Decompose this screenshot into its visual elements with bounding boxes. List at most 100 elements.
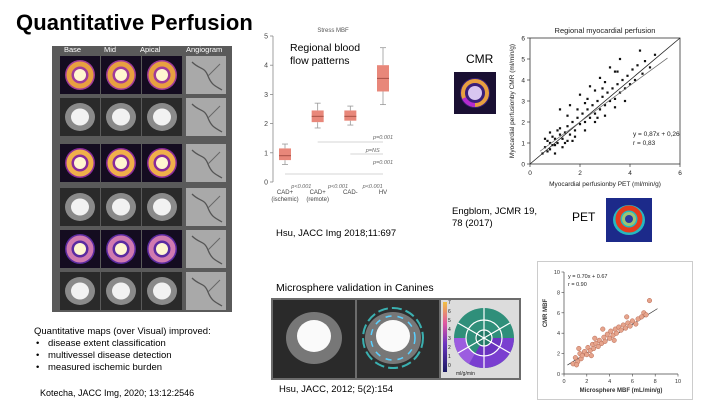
data-point bbox=[593, 89, 597, 92]
perfusion-map-image bbox=[142, 56, 182, 94]
colorbar-tick-label: 5 bbox=[448, 318, 451, 324]
regression-line bbox=[539, 57, 668, 152]
data-point bbox=[626, 74, 629, 77]
data-point bbox=[558, 127, 562, 130]
data-point bbox=[548, 141, 552, 145]
x-tick-label: 0 bbox=[562, 379, 565, 385]
data-point bbox=[643, 312, 649, 318]
data-point bbox=[571, 120, 574, 124]
data-point bbox=[586, 97, 589, 100]
data-point bbox=[603, 114, 607, 117]
data-point bbox=[566, 139, 569, 142]
stress-mbf-boxplot: Stress MBF012345CAD+(ischemic)CAD+(remot… bbox=[264, 28, 393, 203]
data-point bbox=[608, 66, 612, 69]
data-point bbox=[601, 87, 604, 90]
row-label-unobstructed: Unobstructed coronaries bbox=[20, 38, 29, 128]
data-point bbox=[613, 330, 619, 336]
x-tick-label: (ischemic) bbox=[271, 197, 298, 203]
data-point bbox=[608, 99, 612, 103]
x-tick-label: CAD+ bbox=[310, 190, 327, 196]
data-point bbox=[583, 102, 587, 105]
pvalue-label: p=0.001 bbox=[372, 160, 393, 166]
pvalue-label: p<0.001 bbox=[327, 184, 348, 190]
y-tick-label: 4 bbox=[557, 331, 560, 337]
x-axis-label: Microsphere MBF (mL/min/g) bbox=[580, 388, 663, 394]
lge-mri-image bbox=[142, 98, 182, 136]
angiogram-image bbox=[186, 230, 226, 268]
x-tick-label: 4 bbox=[608, 379, 611, 385]
box bbox=[344, 110, 357, 121]
angiogram-image bbox=[186, 56, 226, 94]
x-tick-label: 2 bbox=[578, 170, 582, 177]
column-header-base: Base bbox=[64, 45, 82, 54]
y-tick-label: 0 bbox=[521, 161, 525, 168]
data-point bbox=[556, 129, 559, 132]
colorbar-tick-label: 6 bbox=[448, 309, 451, 315]
identity-line bbox=[529, 37, 681, 165]
data-point bbox=[578, 93, 582, 96]
data-point bbox=[563, 131, 567, 134]
pet-label: PET bbox=[572, 210, 596, 224]
data-point bbox=[593, 112, 597, 115]
row-label-three-vessel: Three vessel disease bbox=[32, 230, 41, 306]
x-tick-label: 8 bbox=[654, 379, 657, 385]
y-tick-label: 5 bbox=[264, 34, 268, 41]
data-point bbox=[546, 139, 549, 142]
y-tick-label: 4 bbox=[521, 77, 525, 84]
row-label-single-vessel: Single vessel disease bbox=[32, 140, 41, 218]
perfusion-map-image bbox=[60, 144, 100, 182]
data-point bbox=[601, 95, 604, 98]
data-point bbox=[603, 81, 607, 84]
y-tick-label: 2 bbox=[264, 121, 268, 128]
angiogram-image bbox=[186, 272, 226, 310]
scatter-title: Regional myocardial perfusion bbox=[555, 26, 656, 35]
data-point bbox=[584, 352, 590, 358]
data-point bbox=[561, 137, 564, 140]
y-tick-label: 2 bbox=[521, 119, 525, 126]
data-point bbox=[571, 139, 574, 142]
data-point bbox=[573, 362, 580, 368]
kotecha-citation: Kotecha, JACC Img, 2020; 13:12:2546 bbox=[40, 388, 195, 398]
y-tick-label: 1 bbox=[264, 150, 268, 157]
data-point bbox=[568, 104, 572, 107]
microsphere-images bbox=[271, 298, 521, 380]
x-tick-label: 10 bbox=[675, 379, 681, 385]
column-header-mid: Mid bbox=[104, 45, 117, 54]
y-tick-label: 3 bbox=[521, 98, 525, 105]
hsu-2012-citation: Hsu, JACC, 2012; 5(2):154 bbox=[279, 384, 394, 395]
maps-heading: Quantitative maps (over Visual) improved… bbox=[34, 326, 211, 337]
y-tick-label: 10 bbox=[554, 270, 560, 276]
boxplot-annotation: Regional blood flow patterns bbox=[290, 42, 361, 67]
data-point bbox=[611, 87, 614, 90]
data-point bbox=[553, 137, 557, 140]
cmr-label: CMR bbox=[466, 52, 494, 66]
box bbox=[279, 148, 291, 161]
data-point bbox=[611, 337, 617, 343]
data-point bbox=[600, 326, 606, 332]
data-point bbox=[631, 68, 634, 71]
perfusion-map-image bbox=[101, 230, 141, 268]
data-point bbox=[546, 150, 549, 153]
x-tick-label: 4 bbox=[628, 170, 632, 177]
colorbar-tick-label: 7 bbox=[448, 300, 451, 306]
regression-equation: y = 0.70x + 0.67 bbox=[568, 274, 607, 280]
data-point bbox=[608, 328, 614, 334]
colorbar-unit: ml/g/min bbox=[456, 371, 475, 377]
data-point bbox=[646, 298, 653, 304]
list-item: multivessel disease detection bbox=[36, 350, 274, 362]
data-point bbox=[618, 327, 624, 333]
data-point bbox=[623, 99, 627, 103]
data-point bbox=[633, 321, 639, 327]
data-point bbox=[629, 318, 635, 324]
pet-perfusion-image bbox=[606, 198, 652, 242]
data-point bbox=[576, 345, 582, 352]
boxplot-title: Stress MBF bbox=[317, 28, 349, 34]
lge-mri-image bbox=[60, 272, 100, 310]
data-point bbox=[613, 97, 617, 100]
list-item: measured ischemic burden bbox=[36, 362, 274, 374]
data-point bbox=[603, 104, 607, 107]
y-tick-label: 2 bbox=[557, 352, 560, 358]
data-point bbox=[598, 76, 602, 79]
perfusion-map-image bbox=[101, 56, 141, 94]
data-point bbox=[586, 108, 589, 111]
